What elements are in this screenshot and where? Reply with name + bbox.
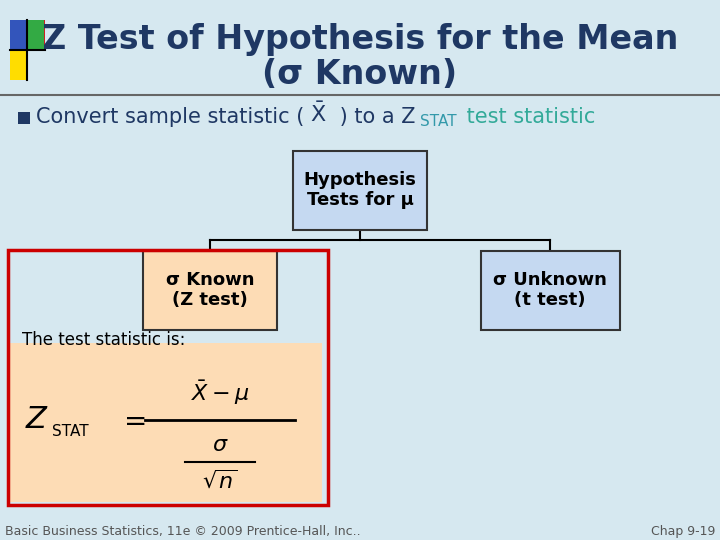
Text: Chap 9-19: Chap 9-19 <box>651 525 715 538</box>
Text: $Z$: $Z$ <box>25 406 49 435</box>
Bar <box>27 20 44 50</box>
Bar <box>10 20 27 50</box>
Text: STAT: STAT <box>52 424 89 440</box>
Text: test statistic: test statistic <box>460 107 595 127</box>
Text: $\bar{\mathsf{X}}$: $\bar{\mathsf{X}}$ <box>310 102 327 126</box>
Bar <box>8 250 328 505</box>
Text: $\sqrt{n}$: $\sqrt{n}$ <box>202 469 238 491</box>
FancyBboxPatch shape <box>480 251 619 329</box>
FancyBboxPatch shape <box>143 251 277 329</box>
Text: $\bar{X} - \mu$: $\bar{X} - \mu$ <box>191 379 249 407</box>
Text: $=$: $=$ <box>118 406 145 434</box>
Text: Z Test of Hypothesis for the Mean: Z Test of Hypothesis for the Mean <box>42 24 678 57</box>
Text: Convert sample statistic (: Convert sample statistic ( <box>36 107 311 127</box>
Bar <box>10 20 45 50</box>
Bar <box>10 50 27 80</box>
Text: Hypothesis
Tests for μ: Hypothesis Tests for μ <box>304 171 416 210</box>
Bar <box>18 112 30 124</box>
Text: σ Known
(Z test): σ Known (Z test) <box>166 271 254 309</box>
Text: ) to a Z: ) to a Z <box>333 107 415 127</box>
Text: STAT: STAT <box>420 114 456 130</box>
FancyBboxPatch shape <box>8 343 322 502</box>
Text: (σ Known): (σ Known) <box>262 58 458 91</box>
Text: σ Unknown
(t test): σ Unknown (t test) <box>493 271 607 309</box>
Text: The test statistic is:: The test statistic is: <box>22 331 185 349</box>
Text: Basic Business Statistics, 11e © 2009 Prentice-Hall, Inc..: Basic Business Statistics, 11e © 2009 Pr… <box>5 525 361 538</box>
FancyBboxPatch shape <box>293 151 427 230</box>
Text: $\sigma$: $\sigma$ <box>212 435 228 455</box>
